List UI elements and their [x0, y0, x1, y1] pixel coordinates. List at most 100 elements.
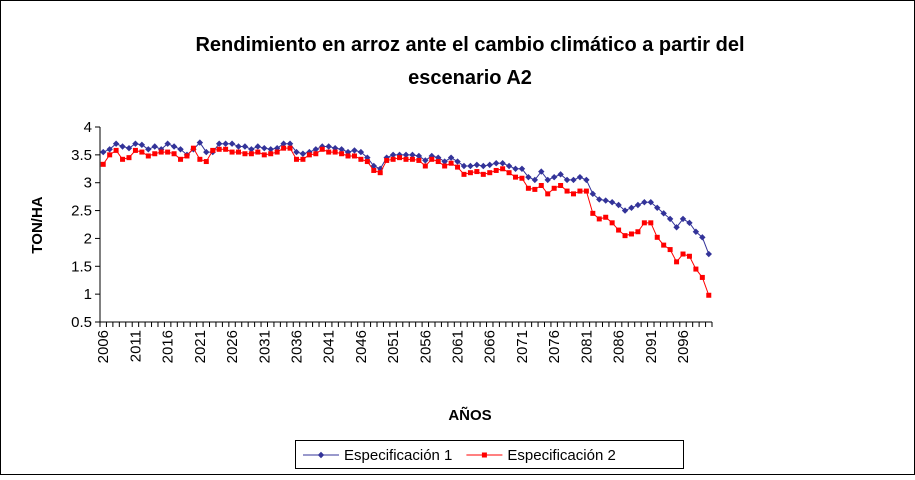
- x-tick-label: 2016: [160, 330, 177, 363]
- point: [686, 219, 693, 227]
- point: [319, 146, 325, 152]
- point: [693, 266, 699, 272]
- point: [487, 170, 493, 176]
- x-axis-title: AÑOS: [448, 406, 491, 424]
- point: [474, 169, 480, 175]
- point: [647, 199, 654, 206]
- point: [641, 220, 647, 226]
- point: [442, 163, 448, 169]
- point: [261, 144, 268, 152]
- point: [177, 146, 184, 153]
- point: [686, 253, 692, 259]
- point: [286, 140, 294, 147]
- point: [210, 147, 216, 153]
- point: [635, 229, 641, 235]
- chart-title: Rendimiento en arroz ante el cambio clim…: [195, 34, 744, 56]
- point: [152, 151, 158, 157]
- point: [203, 148, 210, 156]
- point: [415, 152, 423, 160]
- point: [120, 156, 126, 162]
- point: [248, 146, 255, 153]
- x-tick-label: 2061: [450, 330, 467, 363]
- point: [126, 155, 132, 161]
- point: [525, 185, 531, 191]
- point: [486, 161, 493, 169]
- point: [583, 176, 590, 184]
- point: [229, 149, 235, 155]
- point: [519, 175, 525, 181]
- point: [248, 151, 254, 157]
- point: [165, 149, 171, 155]
- point: [454, 158, 461, 165]
- point: [461, 171, 467, 177]
- point: [138, 141, 146, 149]
- point: [100, 148, 107, 156]
- point: [628, 231, 634, 237]
- point: [145, 153, 151, 159]
- point: [621, 207, 629, 214]
- point: [151, 143, 158, 150]
- point: [467, 162, 474, 170]
- point: [357, 148, 365, 156]
- x-tick-label: 2096: [675, 330, 692, 363]
- point: [609, 220, 615, 226]
- point: [312, 146, 320, 153]
- point: [455, 164, 461, 170]
- point: [268, 151, 274, 157]
- point: [616, 227, 622, 233]
- point: [132, 140, 139, 147]
- point: [106, 146, 113, 153]
- point: [492, 160, 500, 167]
- point: [628, 204, 635, 211]
- point: [480, 171, 486, 177]
- point: [460, 162, 468, 170]
- point: [531, 176, 539, 184]
- point: [416, 157, 422, 163]
- point: [338, 146, 345, 153]
- point: [203, 159, 209, 165]
- point: [680, 251, 686, 257]
- point: [532, 186, 538, 192]
- point: [570, 191, 576, 197]
- x-tick-label: 2071: [514, 330, 531, 363]
- point: [158, 149, 164, 155]
- point: [306, 152, 312, 158]
- x-tick-label: 2091: [643, 330, 660, 363]
- y-tick-label: 0.5: [71, 314, 92, 331]
- y-tick-label: 2.5: [71, 203, 92, 220]
- point: [525, 173, 532, 181]
- point: [351, 153, 357, 159]
- point: [293, 156, 299, 162]
- point: [589, 190, 597, 198]
- point: [390, 156, 396, 162]
- point: [570, 176, 577, 184]
- point: [551, 185, 557, 191]
- point: [622, 233, 628, 239]
- point: [139, 149, 145, 155]
- point: [255, 149, 261, 155]
- x-tick-label: 2031: [256, 330, 273, 363]
- point: [364, 159, 370, 165]
- point: [429, 156, 435, 162]
- point: [692, 228, 700, 235]
- y-tick-label: 3: [84, 175, 92, 192]
- point: [603, 214, 609, 220]
- point: [544, 176, 551, 184]
- point: [222, 140, 229, 147]
- point: [467, 170, 473, 176]
- point: [499, 160, 506, 167]
- point: [274, 149, 280, 155]
- point: [119, 143, 126, 150]
- point: [351, 147, 358, 154]
- point: [577, 188, 583, 194]
- x-tick-label: 2041: [321, 330, 338, 363]
- point: [480, 162, 487, 170]
- point: [602, 197, 609, 204]
- point: [422, 163, 428, 169]
- point: [300, 156, 306, 162]
- point: [339, 151, 345, 157]
- point: [402, 151, 410, 159]
- point: [107, 152, 113, 158]
- point: [397, 155, 403, 161]
- point: [196, 139, 204, 146]
